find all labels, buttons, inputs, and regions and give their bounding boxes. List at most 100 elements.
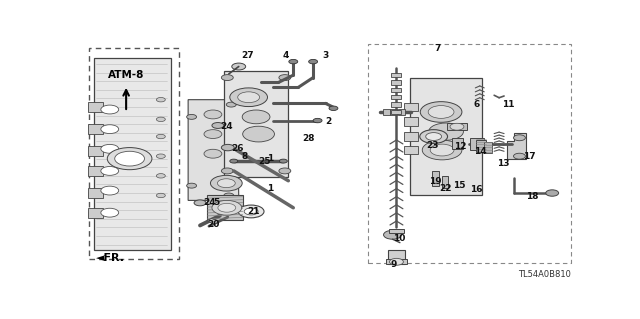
Circle shape bbox=[224, 193, 234, 198]
Circle shape bbox=[280, 159, 287, 163]
Text: 15: 15 bbox=[453, 181, 466, 190]
Circle shape bbox=[450, 123, 464, 130]
Text: TL54A0B810: TL54A0B810 bbox=[518, 270, 571, 279]
Circle shape bbox=[204, 110, 222, 119]
Circle shape bbox=[218, 203, 236, 212]
Bar bbox=[93, 58, 170, 249]
Bar bbox=[88, 146, 103, 156]
Bar bbox=[442, 176, 447, 188]
Text: 9: 9 bbox=[391, 260, 397, 269]
Text: 4: 4 bbox=[283, 51, 289, 60]
Bar bbox=[383, 109, 390, 115]
Bar bbox=[392, 110, 401, 114]
Circle shape bbox=[212, 200, 242, 215]
Circle shape bbox=[101, 208, 118, 217]
Text: 10: 10 bbox=[394, 234, 406, 243]
Text: 26: 26 bbox=[231, 144, 244, 153]
Circle shape bbox=[428, 106, 454, 118]
Circle shape bbox=[383, 230, 401, 239]
Text: 13: 13 bbox=[497, 159, 509, 168]
Bar bbox=[392, 80, 401, 85]
Text: 22: 22 bbox=[439, 184, 452, 193]
Circle shape bbox=[101, 167, 118, 175]
Text: 14: 14 bbox=[474, 147, 487, 156]
Circle shape bbox=[101, 105, 118, 114]
Text: 16: 16 bbox=[470, 185, 483, 194]
Polygon shape bbox=[507, 133, 527, 159]
Bar bbox=[476, 140, 486, 152]
Bar bbox=[404, 117, 419, 126]
Circle shape bbox=[156, 174, 165, 178]
Bar bbox=[431, 171, 438, 186]
Bar bbox=[88, 208, 103, 218]
Circle shape bbox=[218, 179, 236, 188]
Bar bbox=[88, 102, 103, 112]
Text: 7: 7 bbox=[434, 44, 440, 53]
Circle shape bbox=[211, 175, 242, 191]
Text: 21: 21 bbox=[248, 207, 260, 216]
Circle shape bbox=[422, 140, 462, 160]
Bar bbox=[390, 109, 397, 115]
Circle shape bbox=[212, 122, 224, 129]
Text: 24: 24 bbox=[220, 122, 233, 131]
Circle shape bbox=[426, 133, 442, 140]
Circle shape bbox=[156, 154, 165, 159]
Bar bbox=[89, 48, 179, 259]
Text: 12: 12 bbox=[454, 142, 467, 151]
Text: 27: 27 bbox=[241, 51, 254, 60]
Bar bbox=[410, 78, 482, 196]
Circle shape bbox=[227, 102, 236, 107]
Text: 19: 19 bbox=[429, 177, 442, 187]
Bar bbox=[404, 145, 419, 154]
Text: 24: 24 bbox=[203, 198, 216, 207]
Circle shape bbox=[230, 88, 268, 107]
Text: 5: 5 bbox=[213, 198, 219, 207]
Circle shape bbox=[204, 130, 222, 138]
Bar bbox=[470, 138, 484, 150]
Circle shape bbox=[221, 168, 233, 174]
Circle shape bbox=[430, 144, 454, 156]
Circle shape bbox=[420, 102, 462, 122]
Circle shape bbox=[546, 190, 559, 196]
Bar bbox=[447, 123, 467, 130]
Circle shape bbox=[230, 159, 237, 163]
Bar bbox=[224, 71, 288, 177]
Circle shape bbox=[244, 208, 258, 215]
Circle shape bbox=[156, 98, 165, 102]
Circle shape bbox=[156, 193, 165, 198]
Bar bbox=[392, 88, 401, 92]
Text: 17: 17 bbox=[523, 152, 536, 161]
Circle shape bbox=[237, 92, 260, 103]
Text: 18: 18 bbox=[527, 192, 539, 201]
Polygon shape bbox=[188, 100, 241, 200]
Text: 20: 20 bbox=[208, 220, 220, 229]
Circle shape bbox=[187, 115, 196, 119]
Circle shape bbox=[243, 126, 275, 142]
Bar bbox=[88, 166, 103, 176]
Circle shape bbox=[187, 183, 196, 188]
Bar bbox=[452, 138, 463, 149]
Bar bbox=[367, 44, 571, 263]
Circle shape bbox=[221, 145, 234, 151]
Text: 2: 2 bbox=[326, 117, 332, 126]
Bar bbox=[404, 103, 419, 111]
Circle shape bbox=[101, 186, 118, 195]
Circle shape bbox=[194, 200, 206, 206]
Bar bbox=[88, 124, 103, 134]
Circle shape bbox=[101, 145, 118, 153]
Bar bbox=[398, 109, 405, 115]
Circle shape bbox=[156, 117, 165, 122]
Text: 6: 6 bbox=[474, 100, 480, 109]
Circle shape bbox=[313, 118, 322, 123]
Bar bbox=[392, 95, 401, 100]
Text: 1: 1 bbox=[267, 184, 273, 193]
Circle shape bbox=[289, 59, 298, 64]
Circle shape bbox=[513, 153, 525, 159]
Circle shape bbox=[242, 110, 270, 124]
Circle shape bbox=[279, 75, 291, 80]
Circle shape bbox=[429, 123, 463, 140]
Text: ATM-8: ATM-8 bbox=[108, 70, 144, 80]
Text: 28: 28 bbox=[302, 135, 315, 144]
Circle shape bbox=[232, 63, 246, 70]
Text: 8: 8 bbox=[241, 152, 248, 161]
